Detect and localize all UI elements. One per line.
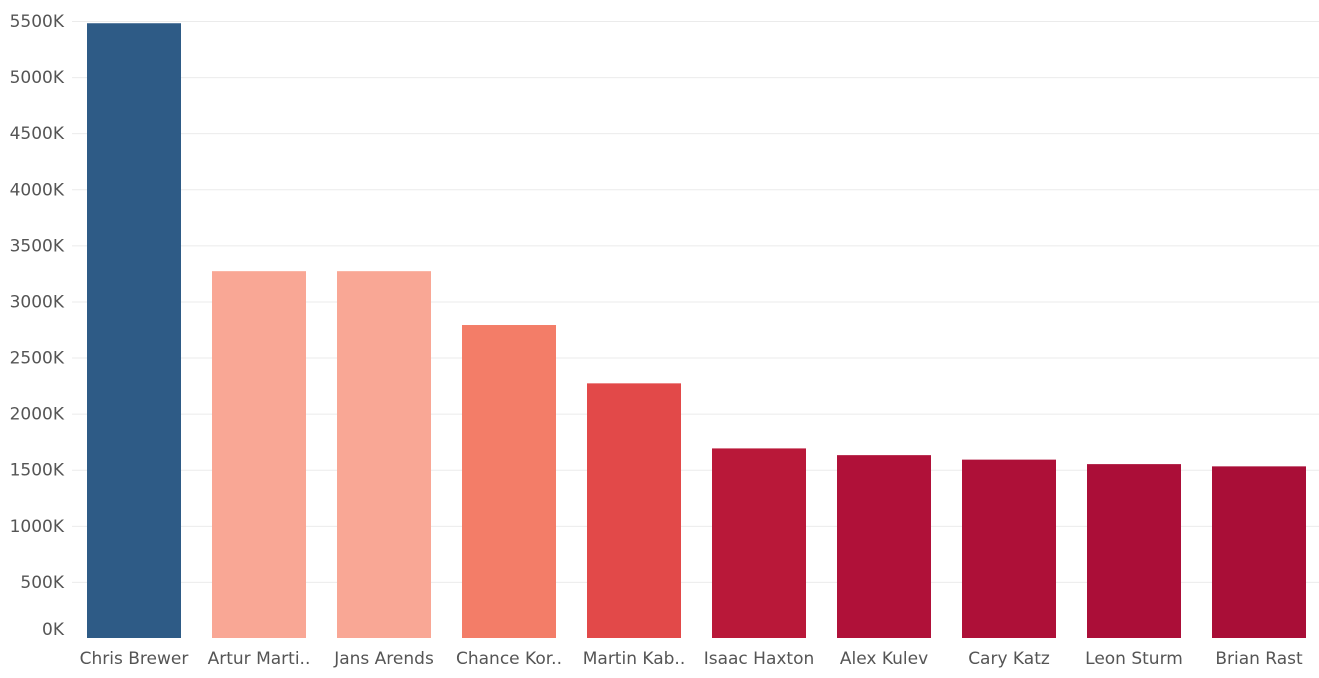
y-tick-label: 0K (42, 620, 65, 640)
y-tick-label: 5000K (10, 68, 65, 88)
bar[interactable] (712, 448, 806, 638)
y-tick-label: 2500K (10, 349, 65, 369)
x-tick-label: Cary Katz (968, 649, 1050, 669)
x-tick-label: Chance Kor.. (456, 649, 562, 669)
x-tick-label: Chris Brewer (80, 649, 189, 669)
bar[interactable] (337, 271, 431, 638)
x-tick-label: Martin Kab.. (583, 649, 686, 669)
x-tick-label: Isaac Haxton (704, 649, 815, 669)
y-tick-label: 500K (20, 573, 64, 593)
y-tick-label: 1000K (10, 517, 65, 537)
y-axis-labels: 0K 500K 1000K 1500K 2000K 2500K 3000K 3500K 4000… (10, 12, 65, 640)
x-axis-labels: Chris Brewer Artur Marti.. Jans Arends Chan… (80, 649, 1303, 669)
bar[interactable] (212, 271, 306, 638)
x-tick-label: Alex Kulev (840, 649, 928, 669)
y-tick-label: 5500K (10, 12, 65, 32)
y-tick-label: 4000K (10, 180, 65, 200)
bar[interactable] (462, 325, 556, 638)
y-tick-label: 4500K (10, 124, 65, 144)
y-tick-label: 2000K (10, 405, 65, 425)
y-tick-label: 3000K (10, 292, 65, 312)
bar[interactable] (962, 459, 1056, 638)
bars (87, 23, 1306, 638)
x-tick-label: Brian Rast (1215, 649, 1303, 669)
x-tick-label: Artur Marti.. (208, 649, 311, 669)
y-tick-label: 1500K (10, 461, 65, 481)
x-tick-label: Leon Sturm (1085, 649, 1183, 669)
y-tick-label: 3500K (10, 236, 65, 256)
bar[interactable] (1087, 464, 1181, 638)
bar[interactable] (587, 383, 681, 638)
x-tick-label: Jans Arends (333, 649, 434, 669)
bar[interactable] (1212, 466, 1306, 638)
bar[interactable] (87, 23, 181, 638)
bar[interactable] (837, 455, 931, 638)
